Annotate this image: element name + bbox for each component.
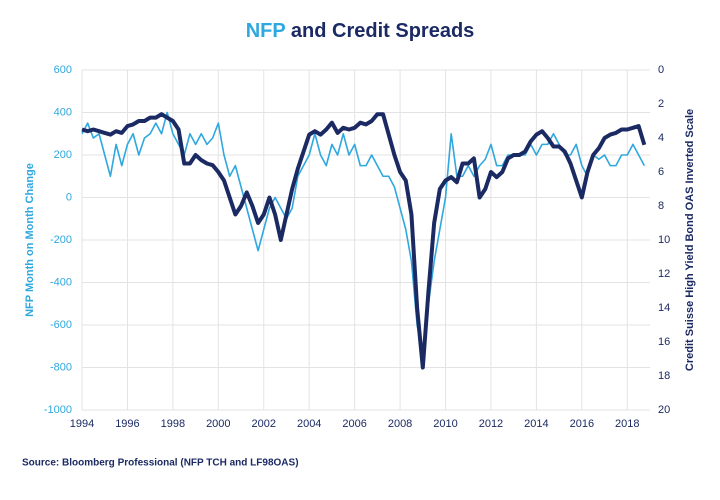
y2-tick-label: 2 [658,98,664,110]
series-line [81,112,647,370]
y-tick-label: -200 [50,234,72,246]
x-tick-label: 2004 [297,418,321,430]
y-tick-label: 400 [54,106,72,118]
x-tick-label: 2012 [479,418,503,430]
y-axis-label: NFP Month on Month Change [24,163,36,317]
y2-tick-label: 20 [658,404,670,416]
y2-tick-label: 4 [658,132,664,144]
y2-tick-label: 18 [658,370,670,382]
x-tick-label: 2018 [615,418,639,430]
y-tick-label: 200 [54,149,72,161]
y2-tick-label: 12 [658,268,670,280]
x-tick-label: 2010 [433,418,457,430]
x-tick-label: 2016 [570,418,594,430]
x-tick-label: 2014 [524,418,548,430]
y-tick-label: -600 [50,319,72,331]
x-tick-label: 2008 [388,418,412,430]
x-tick-label: 1998 [161,418,185,430]
x-tick-label: 1994 [70,418,94,430]
y2-tick-label: 10 [658,234,670,246]
y2-tick-label: 8 [658,200,664,212]
source-note: Source: Bloomberg Professional (NFP TCH … [22,458,299,469]
y-tick-label: -1000 [44,404,72,416]
y2-tick-label: 14 [658,302,670,314]
x-tick-label: 2002 [252,418,276,430]
x-tick-label: 2006 [342,418,366,430]
y2-tick-label: 16 [658,336,670,348]
y-tick-label: -800 [50,361,72,373]
y2-tick-label: 6 [658,166,664,178]
chart-title: NFP and Credit Spreads [246,20,475,42]
y2-axis-label: Credit Suisse High Yield Bond OAS Invert… [684,109,696,371]
x-tick-label: 2000 [206,418,230,430]
y-tick-label: 600 [54,64,72,76]
y2-tick-label: 0 [658,64,664,76]
x-tick-label: 1996 [115,418,139,430]
y-tick-label: -400 [50,276,72,288]
y-tick-label: 0 [66,191,72,203]
